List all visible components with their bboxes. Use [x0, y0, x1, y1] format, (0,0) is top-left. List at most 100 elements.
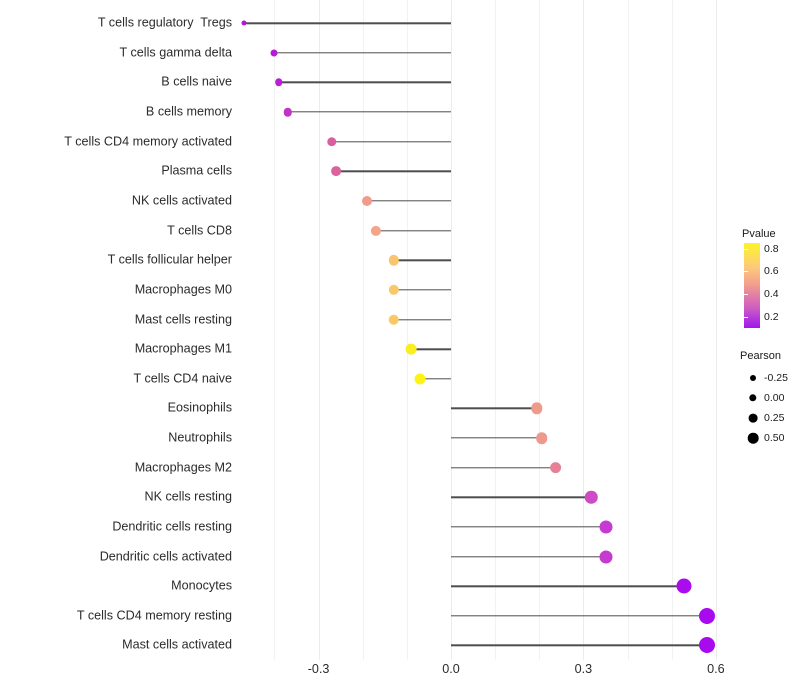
lollipop-point[interactable] [676, 578, 692, 594]
lollipop-point[interactable] [535, 432, 548, 444]
lollipop-point[interactable] [362, 195, 373, 206]
lollipop-point[interactable] [327, 136, 337, 147]
x-axis: -0.3 0.0 0.3 0.6 [238, 660, 730, 690]
y-axis-tick-label: Macrophages M1 [134, 341, 232, 356]
lollipop-point[interactable] [585, 491, 598, 504]
lollipop-stem [451, 555, 607, 558]
lollipop-point[interactable] [331, 166, 342, 177]
y-axis-tick-label: Macrophages M2 [134, 460, 232, 475]
size-legend-label: 0.50 [764, 432, 785, 444]
y-axis-tick-label: Neutrophils [168, 430, 232, 445]
lollipop-point[interactable] [414, 373, 426, 385]
lollipop-stem [451, 526, 607, 528]
y-axis-tick-label: NK cells resting [144, 489, 233, 504]
lollipop-stem [451, 615, 708, 617]
size-legend-dot [749, 394, 757, 402]
lollipop-point[interactable] [599, 520, 613, 534]
lollipop-stem [274, 52, 451, 54]
y-axis-tick-label: T cells CD8 [167, 223, 232, 238]
lollipop-point[interactable] [270, 49, 278, 57]
plot-panel [238, 0, 730, 660]
lollipop-point[interactable] [283, 107, 292, 117]
lollipop-point[interactable] [241, 20, 246, 26]
gridline [671, 0, 673, 660]
y-axis-tick-label: Eosinophils [167, 401, 232, 416]
y-axis-tick-label: Dendritic cells resting [112, 519, 232, 534]
lollipop-point[interactable] [549, 461, 562, 474]
gridline [539, 0, 541, 660]
gridline [583, 0, 585, 660]
gridline [715, 0, 717, 660]
lollipop-stem [451, 585, 685, 587]
y-axis-tick-label: Dendritic cells activated [99, 549, 232, 564]
size-legend-label: 0.25 [764, 412, 785, 424]
y-axis-labels: T cells regulatory Tregs T cells gamma de… [0, 0, 232, 660]
colorbar-title: Pvalue [742, 228, 776, 240]
x-axis-tick-label: -0.3 [307, 662, 330, 676]
lollipop-stem [367, 200, 451, 202]
colorbar-tick-label: 0.2 [764, 310, 779, 323]
y-axis-tick-label: Macrophages M0 [134, 282, 232, 297]
y-axis-tick-label: Mast cells resting [134, 312, 232, 327]
lollipop-point[interactable] [599, 550, 613, 564]
y-axis-tick-label: T cells CD4 memory activated [64, 134, 232, 149]
lollipop-point[interactable] [699, 637, 716, 654]
lollipop-stem [451, 466, 556, 469]
lollipop-stem [393, 289, 451, 291]
y-axis-tick-label: NK cells activated [131, 193, 232, 208]
x-axis-tick-label: 0.0 [442, 662, 460, 676]
colorbar-tick-label: 0.6 [764, 265, 779, 278]
colorbar-tick [744, 248, 748, 250]
colorbar-tick [744, 294, 748, 295]
lollipop-stem [287, 111, 451, 113]
gridline [627, 0, 629, 660]
lollipop-stem [393, 318, 451, 321]
pvalue-colorbar [744, 243, 760, 328]
gridline [362, 0, 364, 660]
lollipop-point[interactable] [388, 284, 399, 296]
colorbar-tick [744, 316, 748, 318]
lollipop-stem [331, 141, 451, 143]
colorbar-tick-label: 0.8 [764, 242, 779, 255]
y-axis-tick-label: T cells follicular helper [107, 252, 232, 267]
y-axis-tick-label: T cells CD4 naive [133, 371, 232, 386]
size-legend-dot [748, 413, 758, 423]
y-axis-tick-label: T cells regulatory Tregs [97, 15, 232, 30]
size-legend-title: Pearson [740, 350, 781, 362]
x-axis-tick-label: 0.6 [707, 662, 725, 676]
gridline [318, 0, 320, 660]
lollipop-stem [451, 496, 592, 498]
colorbar-tick-label: 0.4 [764, 288, 779, 300]
lollipop-stem [278, 81, 451, 84]
gridline [451, 0, 452, 660]
size-legend-label: 0.00 [764, 392, 785, 404]
lollipop-stem [393, 259, 451, 261]
size-legend-dot [750, 375, 756, 381]
y-axis-tick-label: B cells memory [145, 104, 232, 119]
gridline [495, 0, 497, 660]
lollipop-stem [420, 378, 451, 380]
gridline [274, 0, 276, 660]
lollipop-point[interactable] [531, 402, 543, 415]
y-axis-tick-label: Plasma cells [161, 164, 232, 179]
y-axis-tick-label: Mast cells activated [122, 638, 232, 653]
lollipop-stem [375, 229, 451, 232]
lollipop-point[interactable] [275, 78, 283, 87]
lollipop-stem [451, 407, 538, 410]
lollipop-stem [336, 170, 451, 173]
lollipop-point[interactable] [370, 225, 382, 236]
lollipop-stem [451, 644, 708, 647]
lollipop-stem [451, 437, 542, 439]
lollipop-stem [243, 22, 451, 24]
y-axis-tick-label: Monocytes [171, 578, 232, 593]
lollipop-point[interactable] [699, 607, 716, 624]
lollipop-point[interactable] [405, 343, 417, 355]
gridline [406, 0, 408, 660]
lollipop-point[interactable] [388, 255, 399, 266]
lollipop-point[interactable] [388, 314, 399, 325]
lollipop-stem [411, 348, 451, 350]
x-axis-tick-label: 0.3 [574, 662, 593, 676]
y-axis-tick-label: T cells CD4 memory resting [76, 608, 232, 623]
legend-area: Pvalue Pearson 0.8 0.6 0.4 0.2 -0.25 0.00 0.25… [736, 0, 800, 700]
